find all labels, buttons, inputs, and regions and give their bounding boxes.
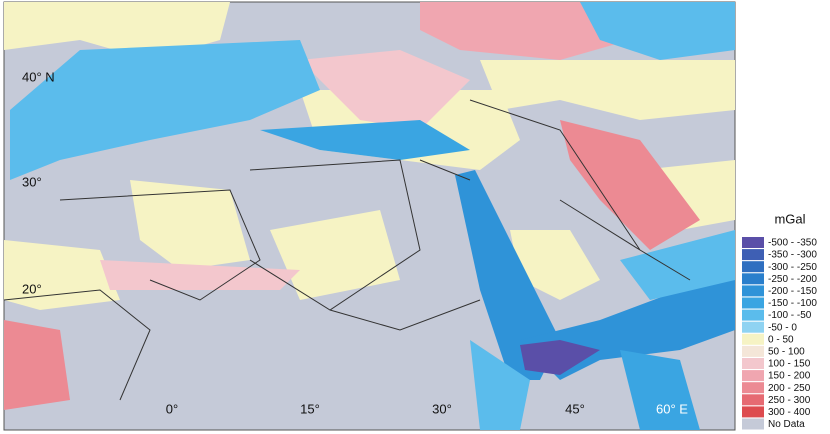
legend-label: -50 - 0	[768, 322, 797, 333]
anomaly-region	[4, 2, 230, 60]
anomaly-region	[270, 210, 400, 300]
anomaly-region	[470, 340, 530, 430]
longitude-label: 0°	[166, 401, 178, 416]
legend-swatch	[742, 406, 764, 418]
anomaly-region	[520, 340, 600, 375]
legend-label: No Data	[768, 419, 805, 430]
anomaly-region	[510, 230, 600, 300]
latitude-label: 40° N	[22, 69, 55, 84]
legend-swatch	[742, 297, 764, 309]
legend-title: mGal	[774, 211, 805, 226]
anomaly-region	[620, 350, 700, 430]
legend-swatch	[742, 394, 764, 406]
legend-label: -150 - -100	[768, 298, 817, 309]
coordinate-labels: 40° N 30° 20° 0° 15° 30° 45° 60° E	[22, 69, 688, 416]
legend-label: -250 - -200	[768, 274, 817, 285]
border-lines	[3, 99, 691, 401]
legend-swatch	[742, 382, 764, 394]
legend-label: 200 - 250	[768, 383, 811, 394]
map-area	[3, 1, 736, 431]
legend-label: -200 - -150	[768, 286, 817, 297]
legend-label: 0 - 50	[768, 334, 794, 345]
latitude-label: 20°	[22, 281, 42, 296]
legend-swatch	[742, 261, 764, 273]
anomaly-region	[620, 230, 735, 300]
longitude-label: 60° E	[656, 401, 688, 416]
legend-swatch	[742, 370, 764, 382]
anomaly-region	[455, 170, 560, 380]
anomaly-region	[130, 180, 250, 270]
anomaly-region	[4, 320, 70, 410]
legend-label: -300 - -250	[768, 262, 817, 273]
legend-swatch	[742, 321, 764, 333]
legend-label: 150 - 200	[768, 371, 811, 382]
legend-swatch	[742, 237, 764, 248]
longitude-label: 15°	[300, 401, 320, 416]
legend-swatch	[742, 273, 764, 285]
legend-swatch	[742, 249, 764, 261]
latitude-label: 30°	[22, 174, 42, 189]
legend-label: 50 - 100	[768, 347, 805, 358]
legend-swatch	[742, 285, 764, 297]
anomaly-region	[420, 2, 640, 60]
anomaly-region	[100, 260, 300, 290]
longitude-label: 45°	[565, 401, 585, 416]
legend-label: -350 - -300	[768, 250, 817, 261]
legend-swatch	[742, 418, 764, 430]
anomaly-region	[260, 120, 470, 160]
anomaly-region	[4, 240, 120, 310]
legend-swatch	[742, 333, 764, 345]
legend-swatch	[742, 345, 764, 357]
legend: mGal -500 - -350-350 - -300-300 - -250-2…	[737, 208, 828, 430]
longitude-label: 30°	[432, 401, 452, 416]
anomaly-region	[300, 50, 470, 130]
legend-label: 100 - 150	[768, 359, 811, 370]
anomaly-region	[480, 60, 735, 120]
legend-swatch	[742, 358, 764, 369]
legend-label: -500 - -350	[768, 238, 817, 249]
anomaly-region	[580, 2, 735, 60]
legend-label: 250 - 300	[768, 395, 811, 406]
legend-label: 300 - 400	[768, 407, 811, 418]
anomaly-region	[10, 40, 320, 180]
legend-label: -100 - -50	[768, 310, 812, 321]
legend-swatch	[742, 309, 764, 321]
anomaly-region	[560, 120, 700, 250]
